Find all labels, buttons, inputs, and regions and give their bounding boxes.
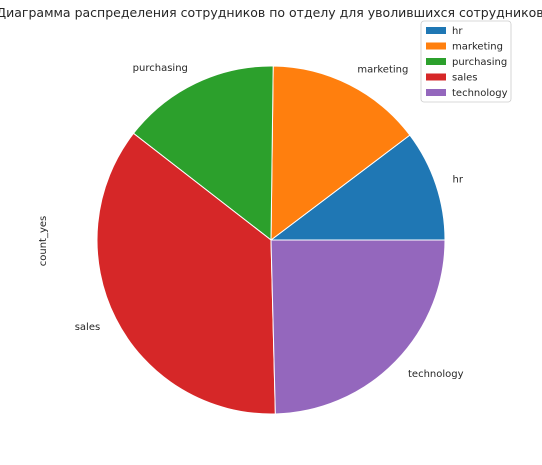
legend-swatch-sales: [426, 73, 446, 81]
legend-swatch-hr: [426, 27, 446, 34]
legend-swatch-technology: [426, 89, 446, 96]
y-axis-label: count_yes: [38, 216, 49, 267]
pie-slice-sales: [96, 132, 276, 415]
slice-label-purchasing: purchasing: [133, 63, 188, 74]
legend-label-purchasing: purchasing: [452, 57, 507, 68]
slice-label-sales: sales: [75, 322, 100, 333]
legend-items: hr marketing purchasing sales technology: [426, 26, 508, 99]
legend-frame: [420, 20, 512, 103]
legend-swatch-marketing: [426, 42, 446, 50]
legend-label-marketing: marketing: [452, 42, 503, 53]
legend-label-technology: technology: [452, 88, 508, 99]
pie-slice-technology: [270, 239, 446, 415]
legend-swatch-purchasing: [426, 58, 446, 65]
pie-slice-hr: [269, 134, 446, 241]
pie-slice-purchasing: [132, 65, 274, 242]
chart-title: Диаграмма распределения сотрудников по о…: [0, 5, 542, 20]
legend-label-hr: hr: [452, 26, 463, 37]
pie-slice-labels: hr marketing purchasing sales technology: [75, 63, 464, 380]
slice-label-hr: hr: [453, 175, 464, 186]
slice-label-technology: technology: [408, 369, 464, 380]
pie-slices: [96, 65, 446, 415]
legend-label-sales: sales: [452, 73, 477, 84]
slice-label-marketing: marketing: [357, 65, 408, 76]
pie-slice-marketing: [270, 65, 411, 242]
legend: hr marketing purchasing sales technology: [420, 20, 512, 103]
